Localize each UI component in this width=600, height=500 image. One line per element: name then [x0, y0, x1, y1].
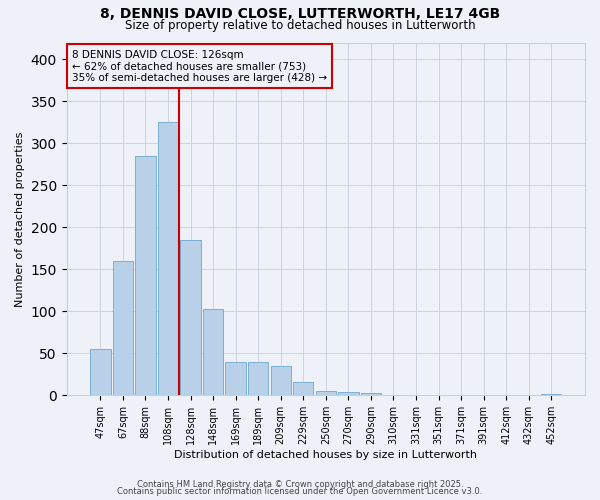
Bar: [271, 366, 291, 396]
Bar: [158, 122, 178, 396]
Text: Contains public sector information licensed under the Open Government Licence v3: Contains public sector information licen…: [118, 487, 482, 496]
Bar: [248, 362, 268, 396]
Text: 8 DENNIS DAVID CLOSE: 126sqm
← 62% of detached houses are smaller (753)
35% of s: 8 DENNIS DAVID CLOSE: 126sqm ← 62% of de…: [72, 50, 327, 83]
Bar: [541, 394, 562, 396]
Bar: [338, 392, 359, 396]
Bar: [181, 240, 200, 396]
Bar: [113, 261, 133, 396]
Bar: [316, 391, 336, 396]
Y-axis label: Number of detached properties: Number of detached properties: [15, 131, 25, 306]
Bar: [361, 393, 381, 396]
Bar: [90, 349, 110, 396]
Bar: [136, 156, 155, 396]
Text: 8, DENNIS DAVID CLOSE, LUTTERWORTH, LE17 4GB: 8, DENNIS DAVID CLOSE, LUTTERWORTH, LE17…: [100, 8, 500, 22]
X-axis label: Distribution of detached houses by size in Lutterworth: Distribution of detached houses by size …: [175, 450, 478, 460]
Text: Size of property relative to detached houses in Lutterworth: Size of property relative to detached ho…: [125, 18, 475, 32]
Bar: [226, 362, 246, 396]
Bar: [293, 382, 313, 396]
Bar: [203, 309, 223, 396]
Text: Contains HM Land Registry data © Crown copyright and database right 2025.: Contains HM Land Registry data © Crown c…: [137, 480, 463, 489]
